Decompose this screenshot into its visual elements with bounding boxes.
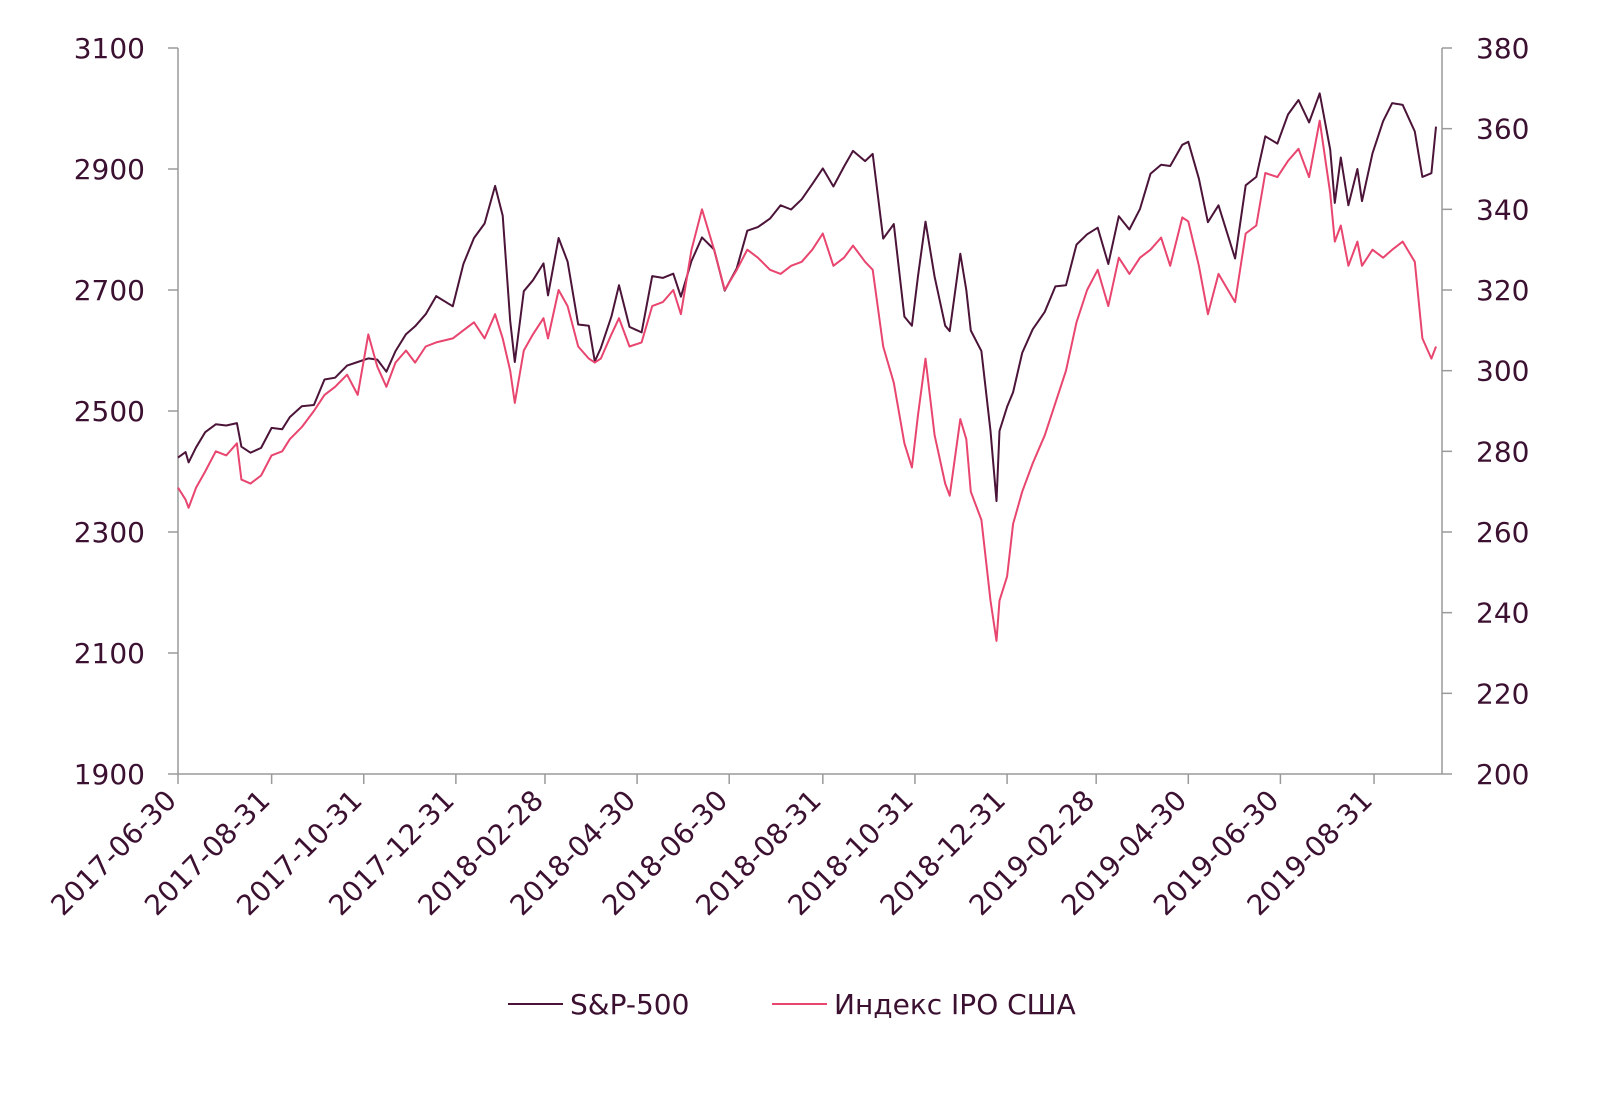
right-tick-label: 260 <box>1476 516 1529 549</box>
left-axis-ticks: 1900 2100 2300 2500 2700 2900 3100 <box>74 32 178 791</box>
right-tick-label: 220 <box>1476 677 1529 710</box>
right-tick-label: 280 <box>1476 435 1529 468</box>
right-tick-label: 340 <box>1476 193 1529 226</box>
legend-label: Индекс IPO США <box>834 988 1076 1021</box>
right-tick-label: 200 <box>1476 758 1529 791</box>
series-line-sp500 <box>177 92 1437 503</box>
left-tick-label: 2700 <box>74 274 145 307</box>
left-tick-label: 2300 <box>74 516 145 549</box>
left-tick-label: 2900 <box>74 153 145 186</box>
left-tick-label: 1900 <box>74 758 145 791</box>
right-tick-label: 300 <box>1476 355 1529 388</box>
right-tick-label: 380 <box>1476 32 1529 65</box>
chart-legend: S&P-500 Индекс IPO США <box>508 988 1076 1021</box>
chart-series-layer <box>177 92 1437 642</box>
right-tick-label: 240 <box>1476 597 1529 630</box>
x-axis-ticks: 2017-06-302017-08-312017-10-312017-12-31… <box>45 774 1379 922</box>
left-tick-label: 2500 <box>74 395 145 428</box>
right-axis-ticks: 200 220 240 260 280 300 320 340 360 380 <box>1442 32 1529 791</box>
right-tick-label: 360 <box>1476 113 1529 146</box>
series-line-ipo-index <box>177 119 1437 642</box>
right-tick-label: 320 <box>1476 274 1529 307</box>
legend-label: S&P-500 <box>570 988 689 1021</box>
left-tick-label: 2100 <box>74 637 145 670</box>
chart-axes <box>177 48 1443 775</box>
left-tick-label: 3100 <box>74 32 145 65</box>
